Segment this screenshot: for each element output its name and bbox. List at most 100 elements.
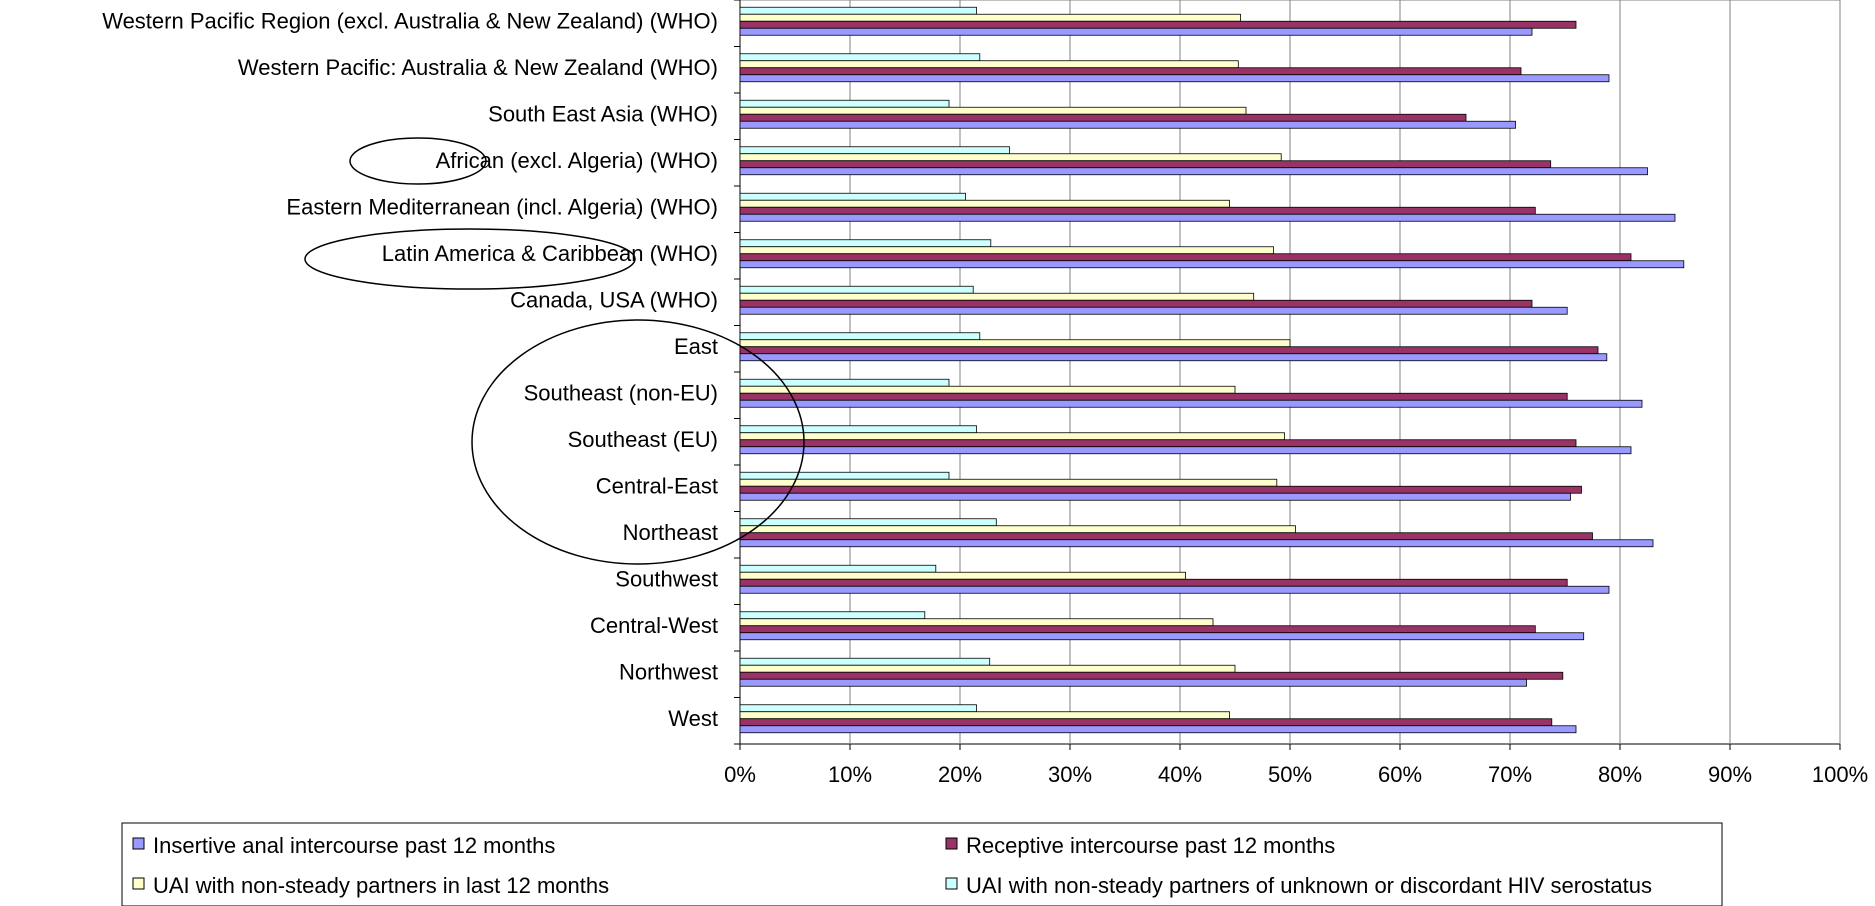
bar-2-5 — [739, 206, 1536, 215]
bar-1-5 — [739, 213, 1676, 222]
bar-2-1 — [739, 20, 1577, 29]
legend-swatch — [945, 877, 958, 890]
legend-swatch — [132, 877, 145, 890]
x-tick-label: 60% — [1378, 762, 1422, 787]
bar-3-12 — [739, 525, 1296, 534]
bar-1-7 — [739, 306, 1568, 315]
bar-1-15 — [739, 678, 1527, 687]
bar-1-3 — [739, 120, 1516, 129]
bar-3-6 — [739, 246, 1274, 255]
category-label: Western Pacific: Australia & New Zealand… — [238, 55, 718, 80]
bars-group — [739, 6, 1685, 734]
legend-label: Insertive anal intercourse past 12 month… — [153, 833, 555, 858]
bar-3-3 — [739, 106, 1247, 115]
category-label: Western Pacific Region (excl. Australia … — [102, 8, 718, 33]
legend-label: UAI with non-steady partners of unknown … — [966, 873, 1652, 898]
category-label: Southeast (non-EU) — [524, 380, 718, 405]
annotation-ellipse-latin-america — [304, 228, 636, 290]
bar-1-11 — [739, 492, 1571, 501]
category-label: Central-East — [596, 473, 718, 498]
bar-2-4 — [739, 160, 1552, 169]
bar-4-15 — [739, 657, 991, 666]
category-label: Canada, USA (WHO) — [510, 287, 718, 312]
bar-2-10 — [739, 439, 1577, 448]
bar-3-8 — [739, 339, 1291, 348]
bar-2-15 — [739, 671, 1564, 680]
x-tick-label: 50% — [1268, 762, 1312, 787]
bar-1-14 — [739, 632, 1585, 641]
x-tick-label: 100% — [1812, 762, 1868, 787]
legend-box — [121, 822, 1723, 906]
bar-1-10 — [739, 446, 1632, 455]
bar-2-13 — [739, 578, 1568, 587]
bar-4-1 — [739, 6, 977, 15]
bar-4-10 — [739, 425, 977, 434]
x-tick-labels: 0% 10% 20% 30% 40% 50% 60% 70% 80% 90% 100% — [724, 762, 1868, 787]
x-tick-label: 20% — [938, 762, 982, 787]
bar-4-6 — [739, 239, 992, 248]
x-tick-label: 90% — [1708, 762, 1752, 787]
bar-3-11 — [739, 478, 1278, 487]
bar-3-9 — [739, 385, 1236, 394]
bar-1-6 — [739, 260, 1685, 269]
bar-2-7 — [739, 299, 1533, 308]
bar-2-9 — [739, 392, 1568, 401]
bar-4-4 — [739, 146, 1010, 155]
annotation-ellipse-african — [349, 137, 487, 185]
category-label: Latin America & Caribbean (WHO) — [382, 241, 718, 266]
category-label: Northwest — [619, 659, 718, 684]
bar-3-1 — [739, 13, 1241, 22]
bar-1-2 — [739, 74, 1610, 83]
bar-3-10 — [739, 432, 1285, 441]
bar-1-16 — [739, 725, 1577, 734]
bar-1-8 — [739, 353, 1608, 362]
bar-3-2 — [739, 60, 1239, 69]
legend: Insertive anal intercourse past 12 month… — [121, 822, 1723, 906]
x-tick-label: 30% — [1048, 762, 1092, 787]
bar-3-14 — [739, 618, 1214, 627]
x-tick-label: 40% — [1158, 762, 1202, 787]
legend-swatch — [132, 837, 145, 850]
x-tick-label: 80% — [1598, 762, 1642, 787]
category-label: East — [674, 334, 718, 359]
bar-4-3 — [739, 99, 950, 108]
category-label: Central-West — [590, 613, 718, 638]
x-tick-label: 70% — [1488, 762, 1532, 787]
category-label: African (excl. Algeria) (WHO) — [436, 148, 718, 173]
bar-1-4 — [739, 167, 1648, 176]
annotations — [304, 137, 805, 565]
bar-3-5 — [739, 199, 1230, 208]
bar-2-16 — [739, 718, 1553, 727]
bar-1-12 — [739, 539, 1654, 548]
bar-4-13 — [739, 564, 937, 573]
bar-4-16 — [739, 704, 977, 713]
bar-4-12 — [739, 518, 997, 527]
annotation-ellipse-europe-east — [471, 319, 805, 565]
bar-3-16 — [739, 711, 1230, 720]
bar-4-14 — [739, 611, 926, 620]
x-tick-label: 10% — [828, 762, 872, 787]
bar-1-9 — [739, 399, 1643, 408]
bar-4-2 — [739, 53, 981, 62]
category-label: Southwest — [615, 566, 718, 591]
bar-1-1 — [739, 27, 1533, 36]
legend-swatch — [945, 837, 958, 850]
bar-3-4 — [739, 153, 1282, 162]
category-label: West — [668, 706, 718, 731]
bar-4-11 — [739, 471, 950, 480]
bar-4-7 — [739, 285, 974, 294]
bar-4-8 — [739, 332, 981, 341]
bar-4-5 — [739, 192, 966, 201]
bar-1-13 — [739, 585, 1610, 594]
category-label: Southeast (EU) — [568, 427, 718, 452]
bar-2-11 — [739, 485, 1582, 494]
legend-label: UAI with non-steady partners in last 12 … — [153, 873, 609, 898]
bar-2-12 — [739, 532, 1593, 541]
bar-2-8 — [739, 346, 1599, 355]
bar-3-13 — [739, 571, 1186, 580]
bar-3-7 — [739, 292, 1255, 301]
bar-4-9 — [739, 378, 950, 387]
category-labels: Western Pacific Region (excl. Australia … — [102, 8, 718, 731]
